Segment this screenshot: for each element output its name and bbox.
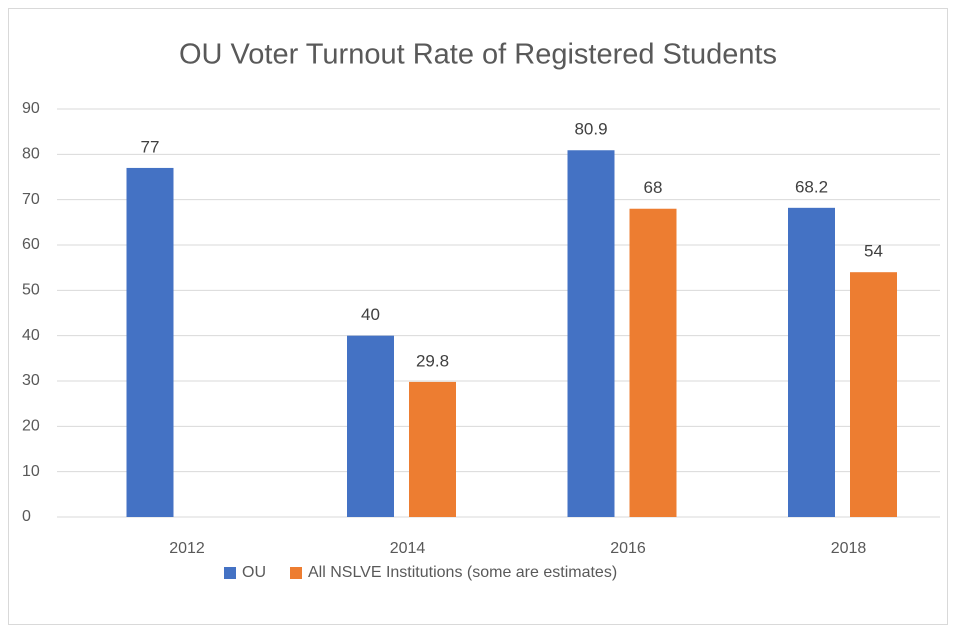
bar bbox=[347, 335, 394, 517]
legend-swatch bbox=[224, 567, 236, 579]
y-tick-label: 50 bbox=[22, 282, 40, 299]
data-label: 80.9 bbox=[574, 120, 607, 139]
bar bbox=[629, 208, 677, 517]
data-label: 40 bbox=[361, 305, 380, 324]
y-tick-label: 0 bbox=[22, 508, 31, 525]
data-label: 54 bbox=[864, 242, 883, 261]
bar bbox=[409, 381, 456, 517]
y-tick-label: 20 bbox=[22, 418, 40, 435]
x-tick-label: 2016 bbox=[610, 540, 646, 557]
y-tick-label: 60 bbox=[22, 236, 40, 253]
y-tick-label: 70 bbox=[22, 191, 40, 208]
legend-swatch bbox=[290, 567, 302, 579]
data-label: 68 bbox=[644, 178, 663, 197]
data-label: 77 bbox=[141, 137, 160, 156]
legend-label: OU bbox=[242, 564, 266, 581]
y-tick-label: 80 bbox=[22, 146, 40, 163]
x-tick-label: 2018 bbox=[831, 540, 867, 557]
data-label: 68.2 bbox=[795, 177, 828, 196]
bar bbox=[126, 167, 174, 517]
bar bbox=[567, 150, 615, 517]
y-tick-label: 90 bbox=[22, 100, 40, 117]
chart-title: OU Voter Turnout Rate of Registered Stud… bbox=[179, 39, 777, 71]
legend-label: All NSLVE Institutions (some are estimat… bbox=[308, 564, 617, 581]
y-tick-label: 30 bbox=[22, 372, 40, 389]
y-tick-label: 40 bbox=[22, 327, 40, 344]
y-tick-label: 10 bbox=[22, 463, 40, 480]
bar bbox=[850, 272, 897, 517]
data-label: 29.8 bbox=[416, 351, 449, 370]
x-tick-label: 2012 bbox=[169, 540, 205, 557]
bar bbox=[788, 207, 835, 517]
x-tick-label: 2014 bbox=[390, 540, 426, 557]
